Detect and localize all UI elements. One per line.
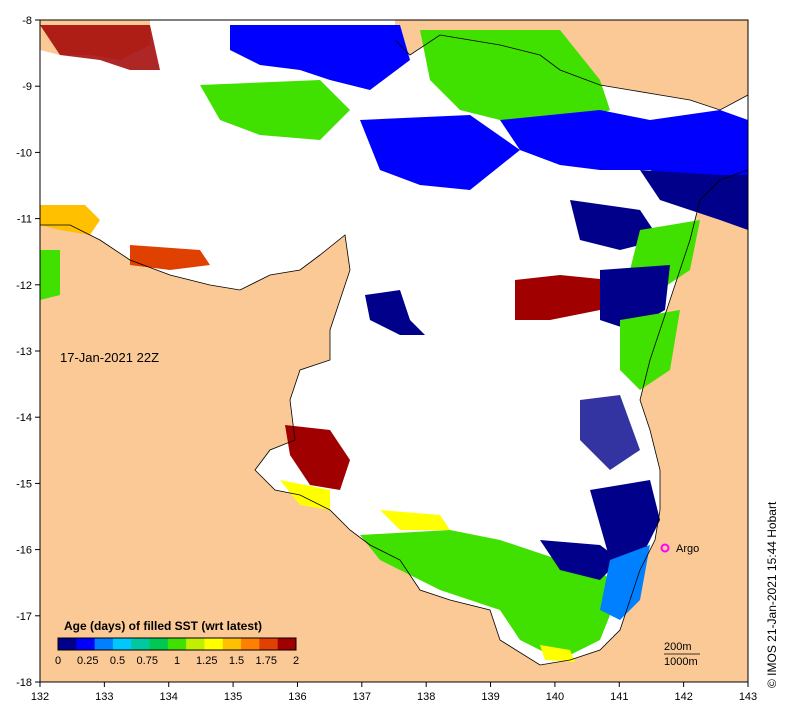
y-tick-label: -8 bbox=[22, 15, 32, 27]
x-tick-label: 132 bbox=[31, 691, 49, 703]
colorbar-label: 1.75 bbox=[256, 655, 277, 667]
x-tick-label: 135 bbox=[224, 691, 242, 703]
colorbar-title: Age (days) of filled SST (wrt latest) bbox=[64, 619, 262, 633]
x-tick-label: 134 bbox=[160, 691, 178, 703]
sst-patch bbox=[40, 250, 60, 300]
sst-patch bbox=[360, 115, 520, 190]
x-tick-label: 137 bbox=[353, 691, 371, 703]
colorbar-swatch bbox=[259, 638, 279, 650]
sst-data-layer bbox=[40, 25, 748, 662]
sst-patch bbox=[515, 275, 610, 320]
y-tick-label: -9 bbox=[22, 81, 32, 93]
sst-patch bbox=[130, 245, 210, 270]
colorbar-label: 0 bbox=[55, 655, 61, 667]
argo-marker-icon[interactable] bbox=[660, 543, 670, 553]
date-label: 17-Jan-2021 22Z bbox=[60, 350, 159, 365]
x-tick-label: 138 bbox=[417, 691, 435, 703]
y-axis: -8 -9 -10 -11 -12 -13 -14 -15 -16 -17 -18 bbox=[16, 15, 40, 689]
colorbar-swatch bbox=[131, 638, 151, 650]
x-tick-label: 139 bbox=[481, 691, 499, 703]
sst-patch bbox=[40, 205, 100, 235]
argo-marker[interactable]: Argo bbox=[660, 543, 700, 555]
sst-patch bbox=[620, 310, 680, 390]
sst-patch bbox=[540, 645, 575, 662]
sst-patch bbox=[500, 110, 748, 190]
x-tick-label: 140 bbox=[546, 691, 564, 703]
colorbar-swatch bbox=[277, 638, 297, 650]
colorbar-label: 2 bbox=[293, 655, 299, 667]
x-tick-label: 136 bbox=[288, 691, 306, 703]
land-northern-territory bbox=[40, 170, 748, 682]
sst-patch bbox=[200, 80, 350, 140]
x-tick-label: 142 bbox=[674, 691, 692, 703]
y-tick-label: -15 bbox=[16, 478, 32, 490]
scale-label-200m: 200m bbox=[664, 641, 692, 653]
sst-patch bbox=[280, 480, 330, 510]
scale-label-1000m: 1000m bbox=[664, 656, 698, 668]
colorbar-swatch bbox=[204, 638, 224, 650]
colorbar-swatch bbox=[222, 638, 242, 650]
colorbar-swatch bbox=[167, 638, 187, 650]
colorbar-swatch bbox=[112, 638, 132, 650]
sst-patch bbox=[380, 510, 450, 530]
y-tick-label: -13 bbox=[16, 346, 32, 358]
y-tick-label: -11 bbox=[17, 214, 32, 226]
colorbar-swatch bbox=[186, 638, 205, 650]
sst-patch bbox=[590, 480, 660, 560]
x-tick-label: 133 bbox=[95, 691, 113, 703]
colorbar-labels: 0 0.25 0.5 0.75 1 1.25 1.5 1.75 2 bbox=[55, 655, 299, 667]
credit-text: © IMOS 21-Jan-2021 15:44 Hobart bbox=[765, 501, 779, 688]
y-tick-label: -10 bbox=[16, 147, 32, 159]
sst-patch bbox=[600, 265, 670, 330]
coastline bbox=[40, 34, 749, 666]
sst-patch bbox=[40, 25, 160, 70]
colorbar-swatch bbox=[241, 638, 260, 650]
colorbar-swatch bbox=[94, 638, 114, 650]
y-tick-label: -14 bbox=[16, 412, 32, 424]
colorbar-swatch bbox=[76, 638, 96, 650]
sst-patch bbox=[420, 30, 610, 130]
sst-patch bbox=[570, 200, 660, 250]
colorbar-frame bbox=[57, 637, 297, 651]
colorbar-swatches bbox=[57, 637, 297, 651]
colorbar-label: 0.5 bbox=[110, 655, 125, 667]
colorbar-label: 0.75 bbox=[137, 655, 158, 667]
x-tick-label: 143 bbox=[739, 691, 757, 703]
colorbar-label: 1.25 bbox=[196, 655, 217, 667]
colorbar-label: 1.5 bbox=[229, 655, 244, 667]
sst-patch bbox=[640, 170, 748, 230]
y-tick-label: -12 bbox=[16, 280, 32, 292]
sst-patch bbox=[540, 540, 620, 580]
sst-patch bbox=[285, 425, 350, 490]
x-axis: 132 133 134 135 136 137 138 139 140 141 142 143 bbox=[31, 682, 757, 703]
sst-patch bbox=[230, 25, 410, 90]
y-tick-label: -16 bbox=[16, 545, 32, 557]
sst-patch bbox=[365, 290, 425, 335]
sst-patch bbox=[580, 395, 640, 470]
colorbar-swatch bbox=[149, 638, 169, 650]
x-tick-label: 141 bbox=[610, 691, 628, 703]
colorbar-label: 0.25 bbox=[77, 655, 98, 667]
y-tick-label: -17 bbox=[16, 611, 32, 623]
colorbar-swatch bbox=[58, 638, 77, 650]
colorbar-label: 1 bbox=[174, 655, 180, 667]
sst-patch bbox=[600, 545, 650, 620]
argo-label: Argo bbox=[676, 543, 699, 555]
y-tick-label: -18 bbox=[16, 677, 32, 689]
